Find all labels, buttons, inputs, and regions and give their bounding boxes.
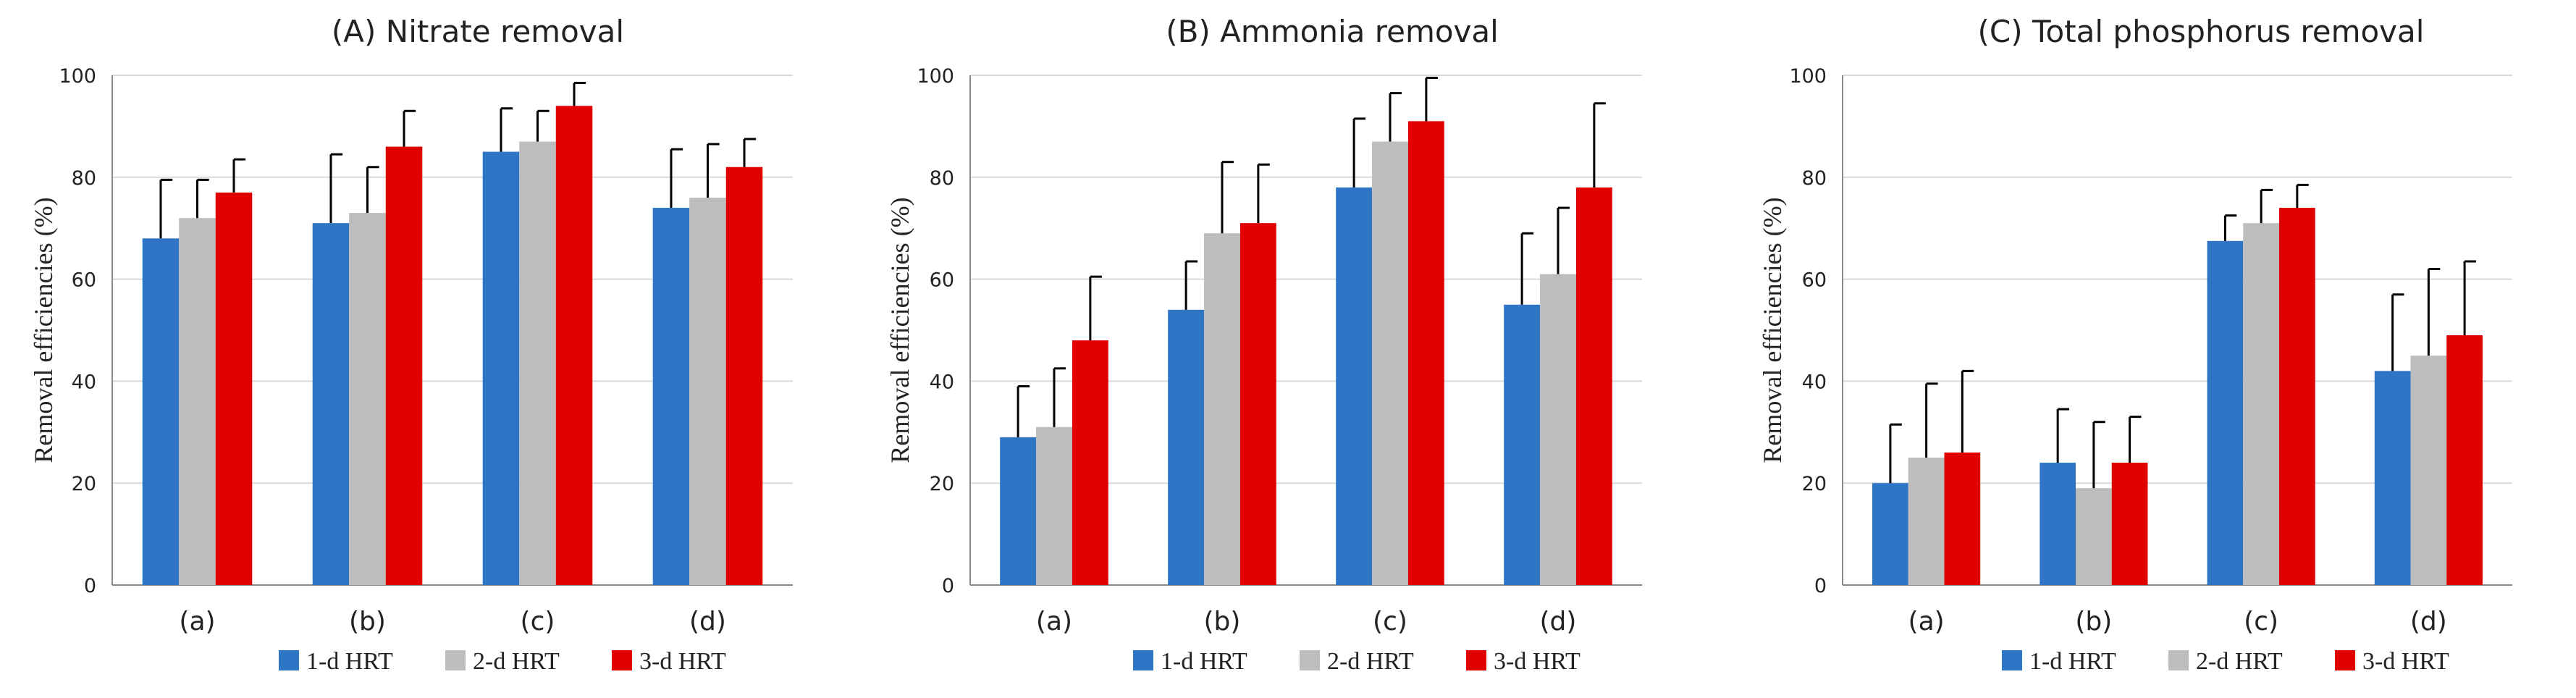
bar-3-2 [385, 146, 423, 585]
y-axis-label: Removal efficiencies (%) [1758, 197, 1787, 463]
bar-3-1 [1072, 340, 1108, 585]
y-axis-label: Removal efficiencies (%) [885, 197, 914, 463]
bar-3-3 [555, 106, 593, 586]
category-label: (d) [1540, 607, 1577, 636]
category-label: (b) [1204, 607, 1241, 636]
bar-3-3 [1407, 121, 1444, 586]
chart-title: (A) Nitrate removal [332, 14, 624, 49]
legend-swatch-2 [1300, 650, 1320, 670]
bar-1-2 [312, 223, 350, 585]
legend-swatch-3 [612, 650, 632, 670]
y-tick-label: 60 [1802, 269, 1827, 292]
y-tick-label: 40 [1802, 371, 1827, 393]
bar-2-1 [179, 218, 216, 585]
bar-1-4 [652, 208, 690, 585]
bar-2-2 [2076, 488, 2112, 585]
bar-3-1 [1944, 452, 1981, 585]
y-tick-label: 60 [72, 269, 96, 292]
legend-swatch-1 [2002, 650, 2022, 670]
bar-1-4 [1504, 304, 1541, 585]
bar-2-3 [519, 141, 556, 585]
bar-1-1 [1872, 483, 1908, 585]
y-tick-label: 0 [942, 575, 954, 597]
y-tick-label: 100 [59, 65, 96, 88]
category-label: (c) [2244, 607, 2278, 636]
legend-label-3: 3-d HRT [639, 648, 726, 675]
category-label: (d) [2410, 607, 2447, 636]
bar-2-1 [1036, 426, 1072, 585]
y-tick-label: 60 [930, 269, 954, 292]
category-label: (a) [1908, 607, 1945, 636]
bar-1-4 [2374, 371, 2411, 585]
chart-title: (B) Ammonia removal [1166, 14, 1499, 49]
y-tick-label: 80 [930, 167, 954, 190]
y-tick-label: 0 [1814, 575, 1827, 597]
y-tick-label: 0 [84, 575, 96, 597]
bar-2-4 [1540, 274, 1576, 585]
chart-panel-3: (C) Total phosphorus removal 0 20 40 60 80 100… [1758, 14, 2512, 675]
bar-2-4 [689, 197, 726, 586]
legend-label-2: 2-d HRT [1327, 648, 1414, 675]
y-tick-label: 20 [72, 473, 96, 495]
legend-label-1: 1-d HRT [1161, 648, 1247, 675]
bar-3-3 [2278, 208, 2315, 585]
legend-swatch-3 [2335, 650, 2355, 670]
legend-label-2: 2-d HRT [2196, 648, 2283, 675]
legend-swatch-2 [2168, 650, 2189, 670]
legend-label-3: 3-d HRT [2362, 648, 2449, 675]
y-tick-label: 100 [1789, 65, 1827, 88]
y-tick-label: 100 [917, 65, 954, 88]
bar-2-3 [1372, 141, 1408, 585]
bar-3-4 [1575, 187, 1612, 585]
bar-3-4 [725, 167, 763, 586]
bar-1-1 [1000, 437, 1037, 585]
category-label: (a) [1036, 607, 1072, 636]
bar-2-3 [2243, 223, 2279, 585]
category-label: (c) [521, 607, 555, 636]
chart-title: (C) Total phosphorus removal [1978, 14, 2425, 49]
chart-panel-2: (B) Ammonia removal 0 20 40 60 80 100 Removal e… [885, 14, 1642, 675]
bar-3-1 [215, 192, 253, 585]
legend-swatch-2 [445, 650, 466, 670]
bar-1-2 [1168, 309, 1205, 585]
bar-1-2 [2040, 463, 2076, 585]
bar-1-1 [142, 238, 180, 585]
bar-1-3 [482, 151, 520, 586]
bar-1-3 [2207, 240, 2244, 585]
legend-swatch-1 [1133, 650, 1153, 670]
bar-2-2 [349, 213, 386, 586]
y-tick-label: 20 [1802, 473, 1827, 495]
bar-3-4 [2446, 335, 2483, 585]
category-label: (b) [349, 607, 386, 636]
y-tick-label: 40 [930, 371, 954, 393]
y-tick-label: 40 [72, 371, 96, 393]
y-tick-label: 20 [930, 473, 954, 495]
bar-1-3 [1336, 187, 1373, 585]
bar-3-2 [2111, 463, 2148, 585]
category-label: (d) [689, 607, 726, 636]
category-label: (c) [1373, 607, 1407, 636]
legend-swatch-1 [279, 650, 299, 670]
legend-label-2: 2-d HRT [473, 648, 560, 675]
bar-2-2 [1204, 233, 1240, 585]
y-tick-label: 80 [72, 167, 96, 190]
bar-2-1 [1908, 458, 1945, 585]
chart-panel-1: (A) Nitrate removal 0 20 40 60 80 100 Removal e… [29, 14, 793, 675]
legend-label-1: 1-d HRT [306, 648, 393, 675]
legend-swatch-3 [1466, 650, 1486, 670]
legend-label-1: 1-d HRT [2029, 648, 2116, 675]
category-label: (a) [179, 607, 215, 636]
bar-3-2 [1239, 223, 1276, 585]
category-label: (b) [2075, 607, 2112, 636]
bar-2-4 [2410, 356, 2447, 585]
y-tick-label: 80 [1802, 167, 1827, 190]
y-axis-label: Removal efficiencies (%) [29, 197, 58, 463]
legend-label-3: 3-d HRT [1494, 648, 1580, 675]
